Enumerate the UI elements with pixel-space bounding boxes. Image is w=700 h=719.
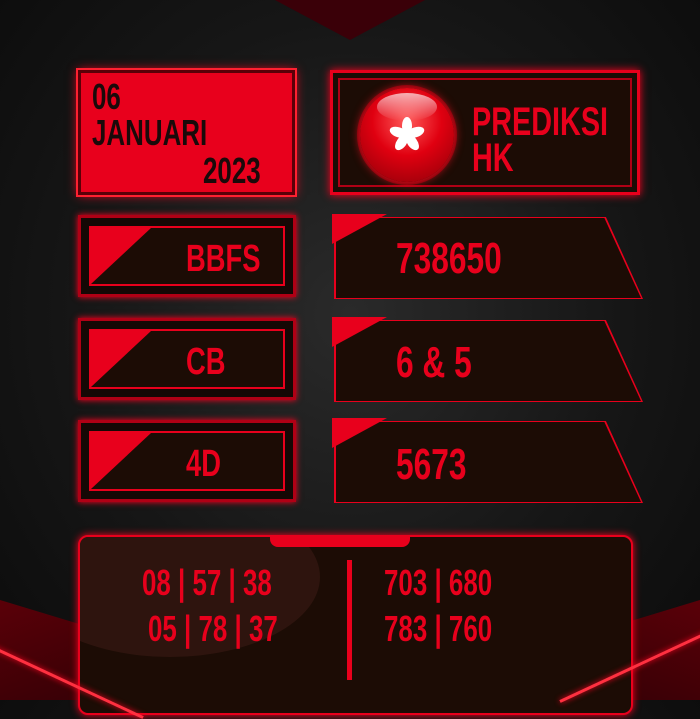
value-box-4d [336,422,641,502]
row-label: 4D [186,443,221,485]
value-box-bbfs [336,218,641,298]
row-value: 6 & 5 [396,338,472,387]
label-triangle [91,433,151,489]
row-value: 5673 [396,440,467,489]
label-box-4d: 4D [78,420,296,502]
bauhinia-flower-icon [389,117,425,151]
row-label: CB [186,341,226,383]
label-triangle [91,331,151,387]
row-label: BBFS [186,238,261,280]
value-box-cb [336,321,641,401]
date-box [78,70,295,195]
orb-shine [377,93,437,121]
bottom-divider [347,560,352,680]
label-triangle [91,228,151,284]
title-line1: PREDIKSI [472,100,609,144]
panel-tab [270,537,410,547]
bottom-panel [78,535,633,715]
row-value: 738650 [396,234,502,283]
title-line2: HK [472,136,514,180]
bottom-left-line1: 08 | 57 | 38 [142,562,272,603]
bottom-left-line2: 05 | 78 | 37 [148,608,278,649]
label-box-bbfs: BBFS [78,215,296,297]
date-month: JANUARI [92,112,208,153]
date-day: 06 [92,76,121,117]
bottom-right-line2: 783 | 760 [384,608,493,649]
date-year: 2023 [203,150,261,191]
top-chevron-decoration [200,0,500,40]
bottom-right-line1: 703 | 680 [384,562,493,603]
label-box-cb: CB [78,318,296,400]
